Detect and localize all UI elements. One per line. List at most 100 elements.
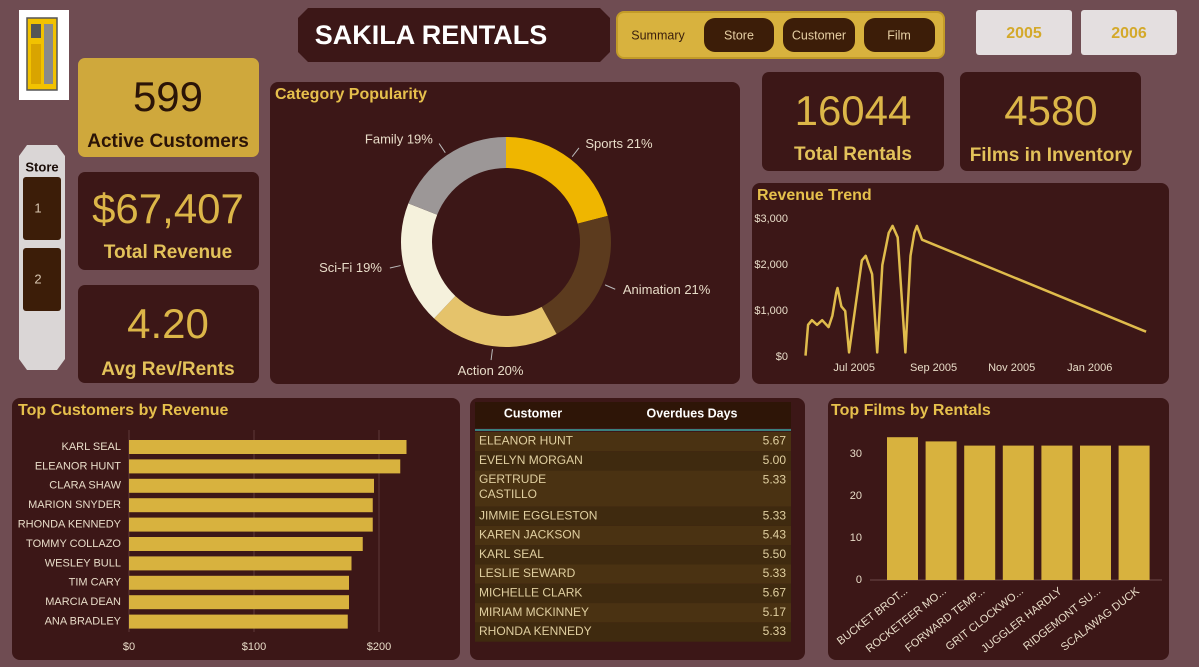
slicer-option[interactable] [23,248,61,311]
y-tick-label: 10 [850,532,862,544]
table-cell: RHONDA KENNEDY [479,624,592,638]
table-row [475,583,791,604]
slice-label: Family 19% [365,132,433,147]
table-body: ELEANOR HUNT 5.67 EVELYN MORGAN 5.00 GERTRUD… [475,432,791,642]
table-row [475,506,791,526]
bar [129,614,348,629]
nav-button[interactable] [783,18,855,52]
nav-bar [616,11,945,59]
table-cell: KAREN JACKSON [479,528,580,542]
slice-name: Action [458,363,494,378]
y-tick-label: CLARA SHAW [49,480,121,492]
slice-value: 19% [407,132,433,147]
x-tick-label: Nov 2005 [988,362,1035,374]
nav-button-label[interactable]: Store [724,28,754,42]
y-tick-label: TIM CARY [69,577,122,589]
kpi-card [960,72,1141,171]
bar [1118,445,1150,580]
leader-line [389,265,401,269]
chart-title: Top Customers by Revenue [18,402,229,419]
table-cell: 5.67 [763,434,787,448]
y-tick-label: $1,000 [754,305,788,317]
bar [964,445,996,580]
slice-label: Sports 21% [585,136,653,151]
table-cell: MICHELLE CLARK [479,585,582,599]
kpi-value: 4.20 [127,300,209,347]
y-tick-label: WESLEY BULL [45,557,121,569]
kpi-card [78,58,259,157]
logo [19,10,69,100]
kpi-card [78,285,259,383]
slice-value: 20% [497,363,523,378]
leader-line [438,143,446,153]
bar [925,441,957,580]
y-tick-label: MARION SNYDER [28,499,121,511]
table-cell: KARL SEAL [479,547,544,561]
table-cell: 5.33 [763,624,787,638]
nav-button[interactable] [704,18,774,52]
x-tick-label: Jul 2005 [833,362,875,374]
table-cell: GERTRUDE CASTILLO [479,472,549,501]
slice-value: 19% [356,260,382,275]
donut-panel [270,82,740,384]
slice-value: 21% [684,282,710,297]
page-title: SAKILA RENTALS [315,20,548,50]
donut-slice [408,137,506,215]
year-button[interactable] [1081,10,1177,55]
y-tick-label: MARCIA DEAN [45,596,121,608]
slice-name: Sports [585,136,623,151]
y-tick-label: TOMMY COLLAZO [26,538,121,550]
table-cell: 5.50 [763,547,787,561]
nav-current[interactable]: Summary [631,28,685,42]
y-tick-label: $2,000 [754,259,788,271]
donut-slice [541,215,611,335]
leader-line [490,349,493,361]
kpi-value: 599 [133,73,203,120]
nav-button-label[interactable]: Film [887,28,911,42]
x-tick-label: Jan 2006 [1067,362,1112,374]
table-cell: MIRIAM MCKINNEY [479,605,589,619]
kpi-label: Total Revenue [104,242,232,263]
bar [129,556,352,571]
kpi-card [78,172,259,270]
column-header: Customer [504,406,562,420]
bar [129,537,363,551]
x-tick-label: $0 [123,641,135,653]
bar [129,595,349,610]
y-tick-label: 30 [850,448,862,460]
slice-label: Sci-Fi 19% [319,260,382,275]
table-cell: EVELYN MORGAN [479,453,583,467]
x-tick-label: $100 [242,641,266,653]
slice-name: Sci-Fi [319,260,352,275]
nav-button-label[interactable]: Customer [792,28,846,42]
slicer-option-label[interactable]: 1 [34,200,41,215]
y-tick-label: $0 [776,351,788,363]
kpi-value: 16044 [795,87,912,134]
kpi-value: 4580 [1004,87,1097,134]
table-cell: 5.43 [763,528,787,542]
table-row [475,470,791,507]
nav-button[interactable] [864,18,935,52]
leader-line [571,147,580,157]
slice-name: Animation [623,282,681,297]
donut-slice [434,295,557,347]
bar [129,517,373,532]
slice-name: Family [365,132,404,147]
year-label[interactable]: 2005 [1006,25,1042,42]
year-label[interactable]: 2006 [1111,25,1147,42]
column-header: Overdues Days [646,406,737,420]
x-tick-label: $200 [367,641,391,653]
slicer-option[interactable] [23,177,61,240]
y-tick-label: ELEANOR HUNT [35,460,121,472]
trend-line [804,224,1147,356]
year-button[interactable] [976,10,1072,55]
slicer-option-label[interactable]: 2 [34,271,41,286]
table-cell: JIMMIE EGGLESTON [479,508,597,522]
slice-label: Action 20% [458,363,524,378]
table-row [475,603,791,623]
bar [1002,445,1034,580]
bar [1080,445,1111,580]
slice-label: Animation 21% [623,282,711,297]
bar [1041,445,1073,580]
